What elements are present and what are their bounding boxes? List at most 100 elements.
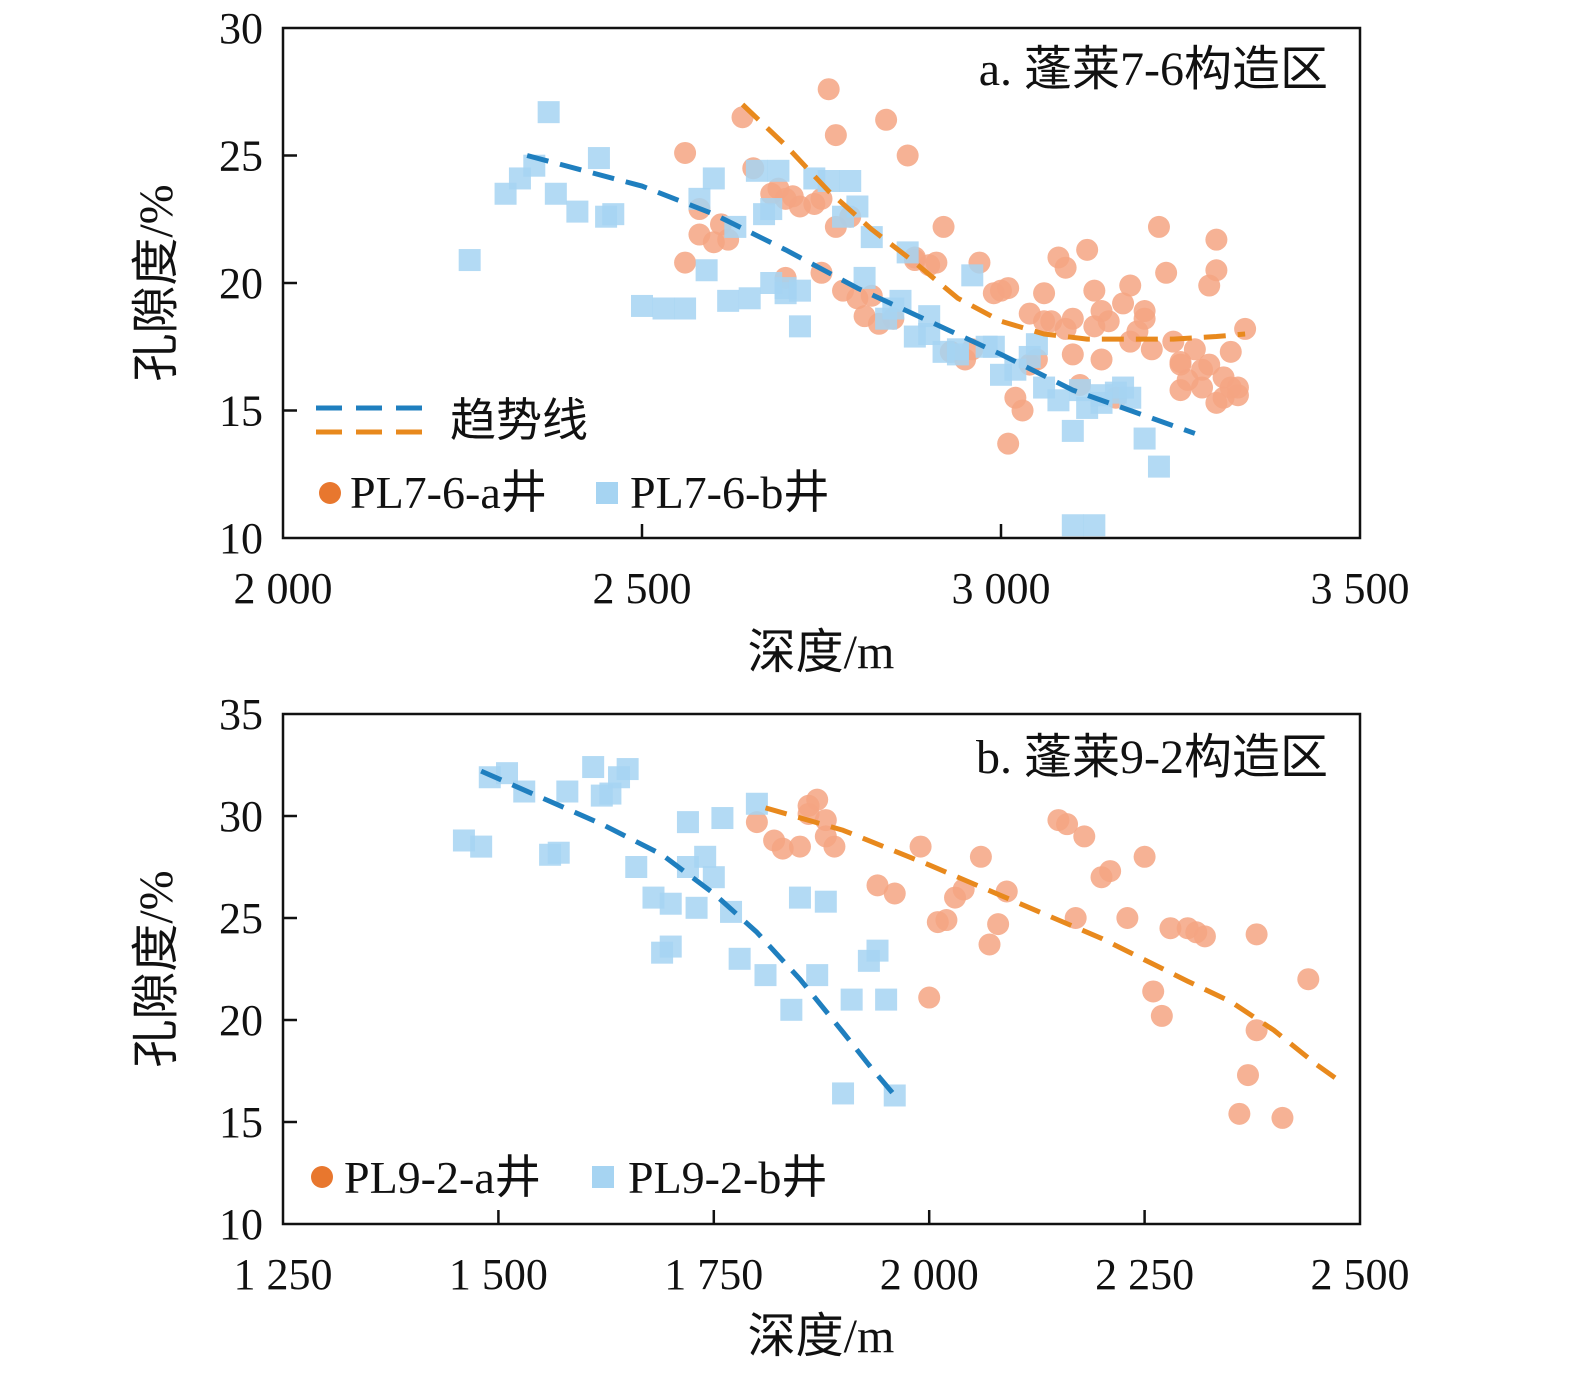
legend-label-pl7-6-a: PL7-6-a井 bbox=[350, 467, 547, 518]
point-pl9-2-b bbox=[702, 866, 725, 889]
panel-b-y-ticks: 10 15 20 25 30 35 bbox=[219, 690, 297, 1249]
point-pl9-2-b bbox=[685, 896, 708, 919]
point-pl7-6-a bbox=[1119, 330, 1142, 353]
point-pl7-6-b bbox=[839, 170, 862, 192]
panel-a-points bbox=[458, 78, 1257, 537]
point-pl9-2-a bbox=[1142, 980, 1165, 1003]
point-pl7-6-a bbox=[1234, 317, 1257, 340]
point-pl7-6-a bbox=[817, 78, 840, 101]
point-pl7-6-a bbox=[997, 277, 1020, 300]
point-pl9-2-a bbox=[788, 835, 811, 858]
point-pl9-2-b bbox=[832, 1082, 855, 1105]
point-pl7-6-b bbox=[918, 323, 941, 345]
panel-a-title: a. 蓬莱7-6构造区 bbox=[979, 43, 1328, 96]
point-pl7-6-b bbox=[1083, 514, 1106, 537]
point-pl7-6-a bbox=[1090, 348, 1113, 371]
x-tick-label: 1 750 bbox=[664, 1250, 763, 1299]
legend-label-pl7-6-b: PL7-6-b井 bbox=[630, 467, 829, 518]
point-pl7-6-a bbox=[925, 251, 948, 274]
x-tick-label: 1 500 bbox=[449, 1250, 548, 1299]
point-pl9-2-a bbox=[1056, 813, 1079, 836]
point-pl7-6-b bbox=[788, 279, 811, 302]
trend-line-blue bbox=[480, 768, 897, 1098]
point-pl9-2-b bbox=[676, 856, 699, 878]
point-pl9-2-b bbox=[470, 835, 493, 858]
panel-a-y-axis-title: 孔隙度/% bbox=[130, 184, 183, 381]
point-pl7-6-b bbox=[738, 287, 761, 310]
point-pl7-6-b bbox=[537, 101, 560, 124]
point-pl7-6-b bbox=[1061, 514, 1084, 537]
point-pl9-2-a bbox=[978, 933, 1001, 956]
point-pl7-6-b bbox=[652, 297, 675, 320]
point-pl7-6-a bbox=[1226, 376, 1249, 399]
y-tick-label: 15 bbox=[219, 387, 263, 436]
point-pl9-2-a bbox=[1245, 1019, 1268, 1042]
point-pl7-6-b bbox=[896, 241, 919, 264]
legend-label-pl9-2-a: PL9-2-a井 bbox=[344, 1152, 541, 1203]
legend-marker-pl9-2-a bbox=[311, 1166, 333, 1188]
x-tick-label: 1 250 bbox=[234, 1250, 333, 1299]
legend-trend-label: 趋势线 bbox=[450, 395, 588, 446]
point-pl7-6-a bbox=[702, 231, 725, 254]
panel-b-legend: PL9-2-a井 PL9-2-b井 bbox=[311, 1152, 827, 1203]
point-pl7-6-b bbox=[631, 294, 653, 317]
point-pl7-6-a bbox=[674, 251, 697, 274]
point-pl7-6-a bbox=[896, 144, 919, 167]
point-pl9-2-b bbox=[711, 807, 734, 830]
point-pl7-6-b bbox=[602, 203, 625, 226]
point-pl9-2-a bbox=[771, 837, 794, 860]
point-pl9-2-b bbox=[616, 758, 639, 781]
point-pl7-6-a bbox=[1140, 338, 1163, 361]
point-pl7-6-a bbox=[1198, 353, 1221, 376]
point-pl7-6-a bbox=[1061, 343, 1084, 366]
panel-b-plot-frame bbox=[281, 712, 1362, 1226]
point-pl9-2-a bbox=[1159, 917, 1182, 940]
y-tick-label: 25 bbox=[219, 132, 263, 181]
point-pl9-2-a bbox=[909, 835, 932, 858]
point-pl7-6-a bbox=[1191, 376, 1214, 399]
point-pl7-6-b bbox=[788, 315, 811, 338]
trend-line-orange bbox=[764, 805, 1345, 1086]
point-pl9-2-a bbox=[1236, 1064, 1259, 1087]
panel-a-legend: 趋势线 PL7-6-a井 PL7-6-b井 bbox=[316, 395, 829, 518]
point-pl9-2-b bbox=[754, 964, 777, 987]
panel-b-x-ticks: 1 250 1 500 1 750 2 000 2 250 2 500 bbox=[234, 1210, 1410, 1299]
y-tick-label: 15 bbox=[219, 1098, 263, 1147]
point-pl7-6-a bbox=[1169, 379, 1192, 402]
trend-line-blue bbox=[526, 153, 1196, 436]
panel-b-y-axis-title: 孔隙度/% bbox=[130, 870, 183, 1067]
point-pl7-6-b bbox=[1025, 333, 1048, 356]
point-pl7-6-b bbox=[961, 264, 984, 287]
point-pl9-2-a bbox=[1271, 1106, 1294, 1129]
point-pl7-6-b bbox=[458, 249, 481, 272]
point-pl9-2-b bbox=[814, 890, 837, 913]
point-pl9-2-b bbox=[866, 939, 889, 962]
point-pl7-6-b bbox=[918, 305, 941, 328]
point-pl7-6-b bbox=[1133, 427, 1156, 450]
point-pl7-6-a bbox=[1112, 292, 1135, 315]
x-tick-label: 2 500 bbox=[593, 564, 692, 613]
legend-marker-pl9-2-b bbox=[592, 1166, 614, 1188]
y-tick-label: 30 bbox=[219, 4, 263, 53]
point-pl9-2-b bbox=[556, 780, 579, 803]
panel-a-trend-lines bbox=[526, 102, 1246, 436]
point-pl7-6-a bbox=[1083, 315, 1106, 338]
point-pl9-2-a bbox=[1150, 1004, 1173, 1027]
point-pl9-2-a bbox=[883, 882, 906, 905]
point-pl7-6-a bbox=[860, 284, 883, 307]
point-pl9-2-a bbox=[1193, 925, 1216, 948]
point-pl9-2-a bbox=[1116, 907, 1139, 929]
point-pl7-6-b bbox=[702, 167, 725, 190]
point-pl9-2-b bbox=[806, 964, 829, 987]
panel-b: 1 250 1 500 1 750 2 000 2 250 2 500 10 15 20 25 3… bbox=[130, 690, 1410, 1363]
point-pl9-2-b bbox=[582, 756, 605, 779]
panel-b-title: b. 蓬莱9-2构造区 bbox=[976, 731, 1328, 784]
point-pl7-6-a bbox=[824, 124, 847, 147]
point-pl9-2-a bbox=[814, 825, 837, 848]
point-pl7-6-b bbox=[946, 338, 969, 361]
x-tick-label: 3 000 bbox=[952, 564, 1051, 613]
point-pl7-6-a bbox=[1183, 338, 1206, 361]
panel-a-y-ticks: 10 15 20 25 30 bbox=[219, 4, 297, 563]
panel-b-trend-lines bbox=[480, 768, 1345, 1098]
